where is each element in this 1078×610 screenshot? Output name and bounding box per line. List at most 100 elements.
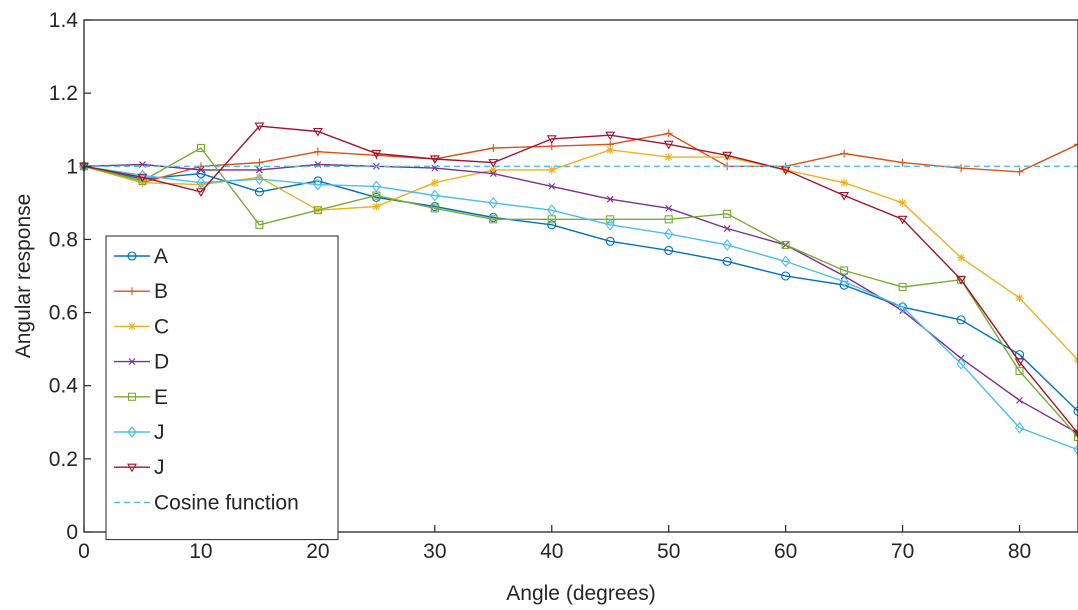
- series-5: [79, 160, 1078, 456]
- data-point: [255, 158, 264, 167]
- data-point: [312, 127, 323, 137]
- data-point: [372, 202, 381, 211]
- y-tick-label: 1: [66, 155, 78, 178]
- data-point: [137, 173, 148, 183]
- x-tick-label: 60: [774, 540, 797, 563]
- x-tick-label: 0: [78, 540, 90, 563]
- data-point: [840, 149, 849, 158]
- legend-label: J: [154, 421, 165, 444]
- series-line: [83, 132, 1078, 184]
- x-tick-label: 70: [891, 540, 914, 563]
- x-tick-label: 30: [423, 540, 446, 563]
- data-point: [197, 166, 205, 174]
- data-point: [548, 183, 556, 190]
- data-point: [127, 392, 137, 401]
- data-point: [723, 209, 732, 218]
- data-point: [956, 276, 967, 285]
- y-tick-label: 1.4: [49, 9, 79, 32]
- y-tick-label: 0.4: [49, 375, 79, 398]
- data-point: [547, 165, 556, 174]
- data-point: [605, 218, 615, 231]
- data-point: [897, 301, 908, 313]
- series-line: [83, 147, 1078, 438]
- data-point: [196, 176, 206, 189]
- legend-entry: Cosine function: [114, 491, 299, 514]
- data-point: [956, 315, 966, 325]
- data-point: [723, 225, 731, 232]
- data-point: [1073, 443, 1078, 456]
- y-tick-label: 0.6: [49, 302, 78, 325]
- data-point: [127, 463, 137, 473]
- data-point: [956, 357, 966, 370]
- x-axis-ticks: 0 10 20 30 40 50 60 70 80: [78, 525, 1031, 563]
- data-point: [489, 170, 497, 177]
- data-point: [606, 215, 615, 224]
- legend-label: Cosine function: [154, 491, 299, 514]
- y-tick-label: 0.2: [49, 448, 78, 471]
- data-point: [489, 165, 498, 174]
- data-point: [547, 220, 557, 230]
- data-point: [722, 151, 733, 161]
- plot-frame: [83, 19, 1078, 533]
- x-tick-label: 10: [189, 540, 212, 563]
- series-6: [79, 122, 1078, 439]
- data-point: [898, 282, 907, 292]
- legend-label: C: [154, 315, 169, 338]
- data-point: [127, 251, 137, 261]
- data-point: [128, 358, 136, 365]
- data-point: [606, 195, 614, 203]
- series-line: [83, 149, 1078, 361]
- legend-label: B: [154, 280, 168, 303]
- data-point: [1015, 367, 1024, 376]
- x-tick-label: 20: [306, 540, 329, 563]
- data-point: [254, 122, 265, 132]
- data-point: [488, 159, 499, 168]
- y-tick-label: 0: [66, 521, 78, 544]
- data-point: [489, 215, 498, 224]
- legend-entry: A: [114, 245, 168, 268]
- data-point: [664, 153, 673, 162]
- data-point: [839, 275, 849, 288]
- data-point: [781, 240, 790, 249]
- data-point: [430, 189, 440, 202]
- data-point: [957, 253, 966, 262]
- data-point: [489, 144, 498, 152]
- data-point: [371, 180, 382, 193]
- data-point: [664, 228, 674, 240]
- data-point: [254, 187, 264, 197]
- y-tick-label: 0.8: [49, 228, 78, 251]
- data-point: [723, 153, 732, 162]
- data-point: [1016, 396, 1023, 404]
- legend-entry: J: [114, 421, 165, 444]
- data-point: [840, 266, 849, 275]
- data-point: [1014, 421, 1025, 434]
- y-axis-ticks: 0 0.2 0.4 0.6 0.8 1 1.2 1.4: [49, 9, 91, 544]
- data-point: [254, 173, 265, 185]
- plot-lines: [79, 122, 1078, 456]
- data-point: [313, 206, 322, 215]
- legend-label: A: [154, 245, 168, 268]
- data-point: [138, 178, 147, 187]
- series-line: [83, 163, 1078, 434]
- legend-label: J: [154, 456, 165, 479]
- data-point: [313, 147, 322, 156]
- data-point: [128, 287, 136, 296]
- series-0: [79, 161, 1078, 416]
- data-point: [664, 215, 673, 224]
- data-point: [546, 135, 557, 144]
- data-point: [429, 155, 440, 165]
- data-point: [488, 196, 498, 209]
- data-point: [430, 178, 439, 187]
- data-point: [1073, 406, 1078, 416]
- data-point: [839, 191, 850, 201]
- legend-entry: D: [114, 351, 169, 374]
- legend-entry: C: [114, 315, 169, 338]
- data-point: [605, 131, 616, 141]
- data-point: [196, 143, 205, 153]
- data-point: [430, 204, 439, 213]
- legend-entry: B: [114, 280, 168, 303]
- data-point: [1073, 429, 1078, 439]
- y-tick-label: 1.2: [49, 82, 78, 105]
- data-point: [127, 426, 137, 438]
